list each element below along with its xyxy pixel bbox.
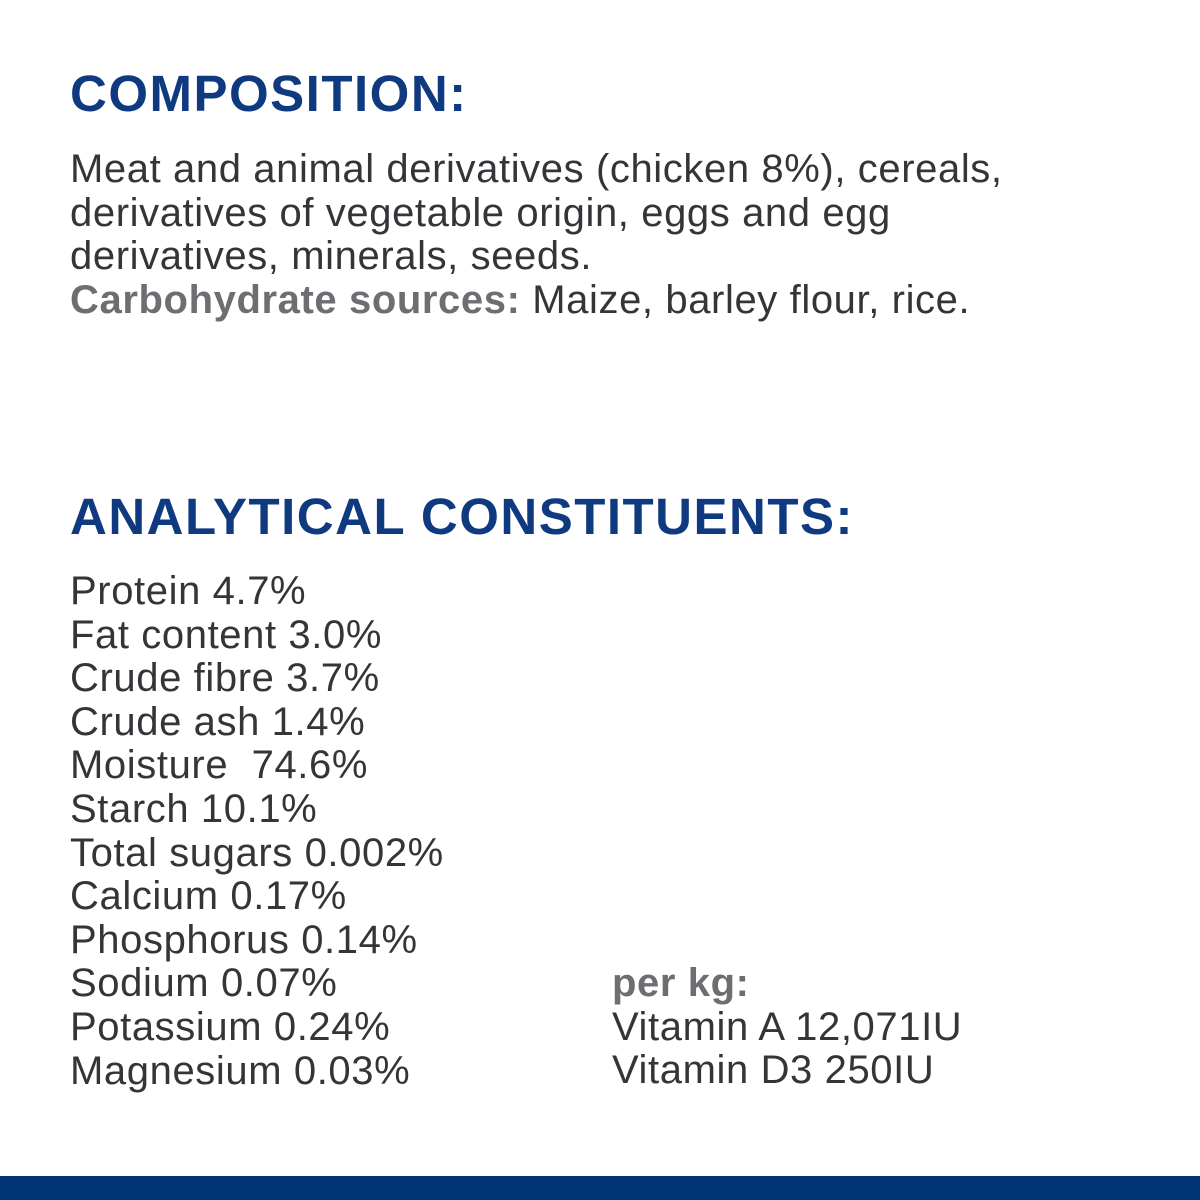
carbohydrate-value: Maize, barley flour, rice. <box>520 277 971 322</box>
constituent-item: Calcium 0.17% <box>70 874 347 919</box>
composition-text: Meat and animal derivatives (chicken 8%)… <box>70 147 1003 323</box>
composition-line: derivatives, minerals, seeds. <box>70 234 593 279</box>
vitamin-item: Vitamin D3 250IU <box>612 1048 935 1093</box>
carbohydrate-label: Carbohydrate sources: <box>70 277 521 322</box>
composition-line: Meat and animal derivatives (chicken 8%)… <box>70 147 1003 191</box>
per-kg-label: per kg: <box>612 961 750 1005</box>
constituent-item: Magnesium 0.03% <box>70 1048 411 1093</box>
constituent-item: Crude ash 1.4% <box>70 699 366 744</box>
analytical-title: ANALYTICAL CONSTITUENTS: <box>70 488 855 545</box>
constituent-item: Phosphorus 0.14% <box>70 917 418 962</box>
constituent-item: Sodium 0.07% <box>70 961 338 1006</box>
carbohydrate-sources: Carbohydrate sources: Maize, barley flou… <box>70 277 1003 323</box>
composition-title: COMPOSITION: <box>70 65 468 122</box>
analytical-list: Protein 4.7% Fat content 3.0% Crude fibr… <box>70 569 444 1093</box>
constituent-item: Fat content 3.0% <box>70 612 383 657</box>
vitamin-item: Vitamin A 12,071IU <box>612 1004 963 1049</box>
constituent-item: Starch 10.1% <box>70 786 318 831</box>
per-kg-list: per kg: Vitamin A 12,071IU Vitamin D3 25… <box>612 961 963 1093</box>
constituent-item: Protein 4.7% <box>70 569 307 613</box>
composition-line: derivatives of vegetable origin, eggs an… <box>70 190 891 235</box>
constituent-item: Total sugars 0.002% <box>70 830 444 875</box>
footer-bar <box>0 1176 1200 1200</box>
constituent-item: Potassium 0.24% <box>70 1004 391 1049</box>
constituent-item: Crude fibre 3.7% <box>70 656 380 701</box>
constituent-item: Moisture 74.6% <box>70 743 369 788</box>
